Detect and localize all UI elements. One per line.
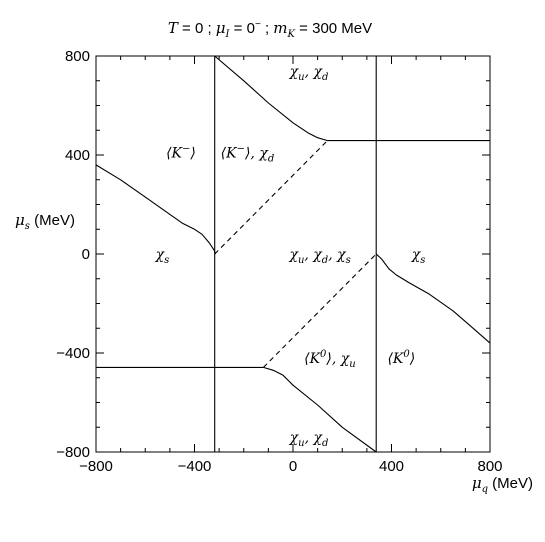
title-mu-value: = 0 [230,20,255,37]
x-tick-label: 800 [477,458,502,475]
region-label: ⟨K0⟩, χu [304,349,356,370]
title-separator: ; [261,20,274,37]
title-mu-superscript: − [255,19,261,30]
region-labels: χs χs χu, χd, χs χu, χd χu, χd ⟨K−⟩ ⟨K−⟩, χd ⟨K… [155,64,426,449]
axis-tick-labels: −800 −400 0 400 800 −800 −400 0 400 800 [56,48,502,475]
title-m-subscript: K [287,29,296,40]
x-tick-label: 400 [379,458,404,475]
x-axis-subscript: q [482,484,488,495]
y-tick-label: 400 [65,147,90,164]
y-tick-label: 800 [65,48,90,65]
region-label: ⟨K−⟩ [166,144,196,162]
region-label: χu, χd, χs [288,247,350,266]
region-label: χs [155,247,170,266]
axis-ticks [95,55,491,453]
x-tick-label: −800 [79,458,113,475]
x-axis-label: μq (MeV) [472,474,533,495]
region-label: χu, χd [289,64,329,83]
chart-title: T = 0 ; μI = 0− ; mK = 300 MeV [168,19,372,40]
plot-frame [95,55,491,453]
title-m-value: = 300 MeV [295,20,372,37]
region-label: χs [411,247,426,266]
y-axis-unit: (MeV) [30,212,75,229]
title-t-value: = 0 ; [178,20,216,37]
region-label: χu, χd [289,430,329,449]
y-axis-subscript: s [25,221,30,232]
y-axis-symbol: μ [15,211,25,229]
region-label: ⟨K0⟩ [387,349,415,367]
x-axis-unit: (MeV) [488,475,533,492]
y-axis-label: μs (MeV) [15,211,75,232]
phase-boundary-line [214,55,328,142]
series-lines [95,55,491,453]
title-mu-subscript: I [225,29,231,40]
x-tick-label: 0 [289,458,297,475]
y-tick-label: −800 [56,444,90,461]
region-label: ⟨K−⟩, χd [221,144,275,165]
x-tick-label: −400 [178,458,212,475]
phase-boundary-line [263,366,377,453]
title-t-symbol: T [168,19,179,37]
y-tick-label: −400 [56,345,90,362]
y-tick-label: 0 [82,246,90,263]
x-axis-symbol: μ [472,474,482,492]
phase-boundary-line [375,253,491,344]
title-mu-symbol: μ [216,19,226,37]
phase-boundary-line [95,164,216,255]
title-m-symbol: m [273,19,287,37]
